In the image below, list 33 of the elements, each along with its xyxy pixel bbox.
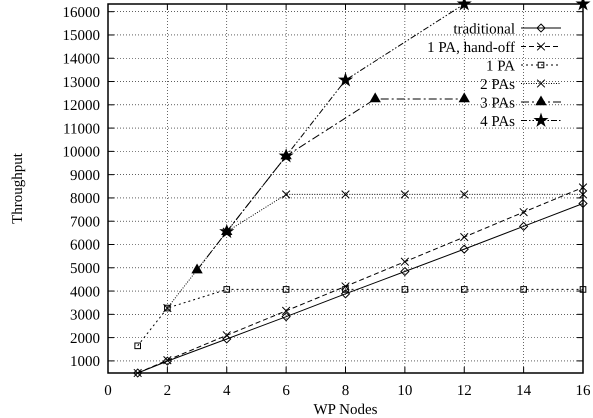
y-tick-label: 14000 xyxy=(62,51,100,68)
y-tick-label: 8000 xyxy=(70,191,100,208)
y-tick-label: 12000 xyxy=(62,98,100,114)
y-tick-label: 10000 xyxy=(62,144,100,161)
y-tick-label: 9000 xyxy=(70,168,100,184)
legend-label: 3 PAs xyxy=(480,95,516,112)
y-tick-label: 2000 xyxy=(70,330,100,347)
y-tick-label: 4000 xyxy=(70,284,100,300)
y-tick-label: 11000 xyxy=(63,121,100,138)
x-tick-label: 16 xyxy=(576,383,591,399)
legend-label: 1 PA xyxy=(486,58,516,74)
x-tick-label: 14 xyxy=(516,383,532,399)
y-tick-label: 5000 xyxy=(70,261,100,278)
x-tick-label: 10 xyxy=(397,383,412,399)
x-axis-title: WP Nodes xyxy=(313,402,378,418)
legend-label: 4 PAs xyxy=(480,114,516,130)
x-tick-label: 0 xyxy=(104,383,112,399)
y-tick-label: 7000 xyxy=(70,214,100,230)
legend-label: 1 PA, hand-off xyxy=(427,40,516,56)
x-tick-label: 12 xyxy=(456,383,472,399)
y-tick-label: 15000 xyxy=(62,28,100,44)
x-tick-label: 8 xyxy=(342,383,350,399)
y-tick-label: 1000 xyxy=(70,354,100,370)
x-tick-label: 2 xyxy=(164,383,172,399)
legend-label: 2 PAs xyxy=(480,76,516,93)
y-axis-title: Throughput xyxy=(10,152,26,224)
y-tick-label: 6000 xyxy=(70,238,100,254)
x-tick-label: 6 xyxy=(282,383,290,399)
y-tick-label: 3000 xyxy=(70,308,100,324)
y-tick-label: 13000 xyxy=(62,74,100,91)
legend-label: traditional xyxy=(453,21,515,38)
y-tick-label: 16000 xyxy=(62,4,100,21)
x-tick-label: 4 xyxy=(223,383,231,399)
